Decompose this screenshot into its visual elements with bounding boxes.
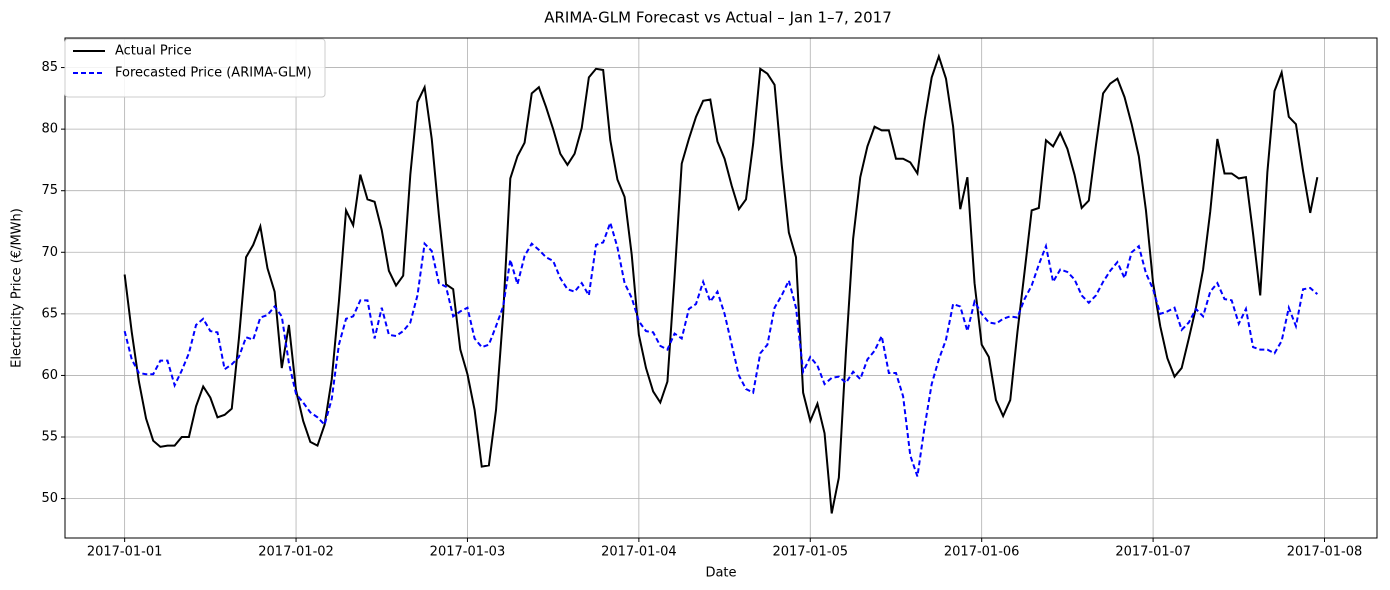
- legend-label: Actual Price: [115, 44, 192, 59]
- x-tick-label: 2017-01-05: [772, 545, 848, 560]
- x-tick-label: 2017-01-04: [601, 545, 677, 560]
- y-tick-label: 80: [41, 122, 58, 137]
- x-tick-label: 2017-01-06: [944, 545, 1020, 560]
- x-tick-label: 2017-01-02: [258, 545, 334, 560]
- y-tick-label: 85: [41, 60, 58, 75]
- y-tick-label: 60: [41, 368, 58, 383]
- x-tick-label: 2017-01-01: [87, 545, 163, 560]
- y-tick-label: 75: [41, 183, 58, 198]
- y-tick-label: 55: [41, 430, 58, 445]
- x-tick-label: 2017-01-08: [1287, 545, 1363, 560]
- chart-title: ARIMA-GLM Forecast vs Actual – Jan 1–7, …: [544, 9, 892, 27]
- series-line: [123, 53, 1319, 514]
- x-axis-label: Date: [705, 566, 736, 581]
- y-tick-label: 50: [41, 491, 58, 506]
- y-tick-label: 65: [41, 306, 58, 321]
- y-axis-label: Electricity Price (€/MWh): [10, 208, 25, 368]
- x-tick-label: 2017-01-07: [1115, 545, 1191, 560]
- legend-box: [64, 38, 326, 98]
- y-tick-label: 70: [41, 245, 58, 260]
- plot-frame: [64, 37, 1378, 539]
- x-tick-label: 2017-01-03: [430, 545, 506, 560]
- legend-label: Forecasted Price (ARIMA-GLM): [115, 66, 312, 81]
